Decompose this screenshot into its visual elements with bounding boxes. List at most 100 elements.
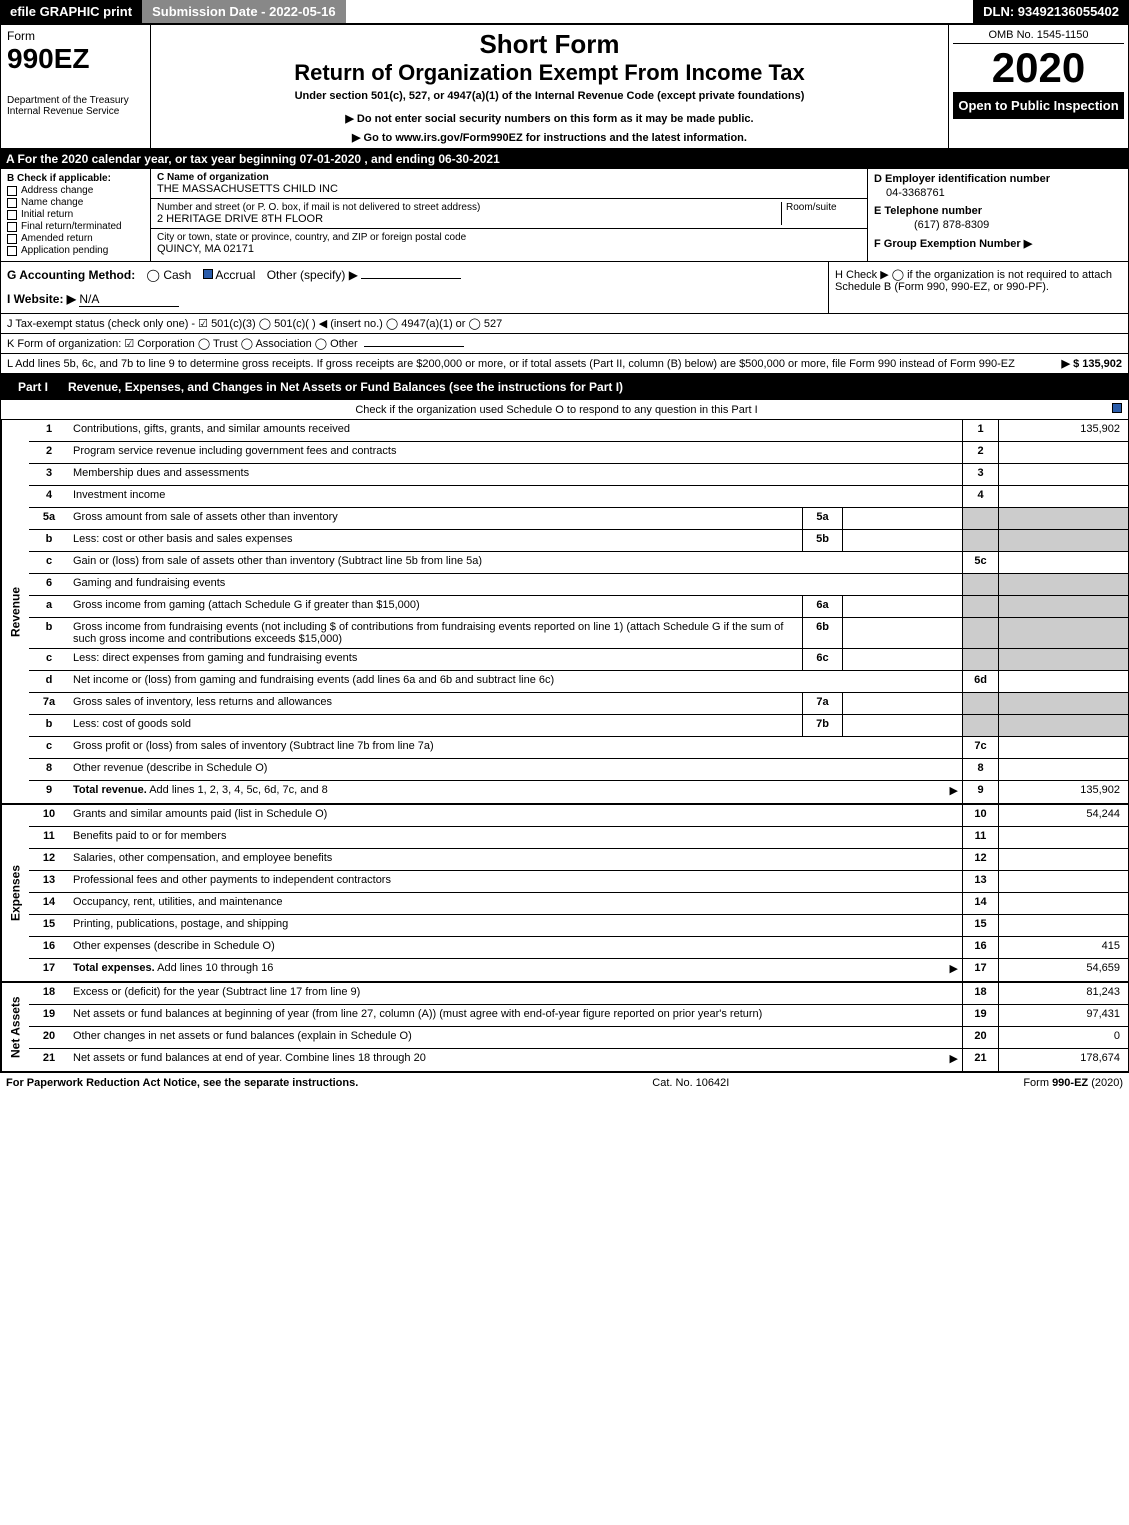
sub-line-number: 6a [802,596,842,617]
sub-line-value [842,693,962,714]
check-label: Address change [21,185,93,196]
checkbox-icon [7,222,17,232]
omb-number: OMB No. 1545-1150 [953,29,1124,44]
table-row: dNet income or (loss) from gaming and fu… [29,671,1128,693]
other-option[interactable]: Other (specify) ▶ [267,268,358,282]
city-value: QUINCY, MA 02171 [157,243,861,255]
result-line-number: 3 [962,464,998,485]
amount-value [998,574,1128,595]
amount-value [998,827,1128,848]
line-number: 7a [29,693,69,714]
part-1-label: Part I [8,378,58,396]
amount-value [998,871,1128,892]
amount-value: 135,902 [998,781,1128,803]
line-number: 5a [29,508,69,529]
amount-value: 0 [998,1027,1128,1048]
result-line-number [962,508,998,529]
table-row: 20Other changes in net assets or fund ba… [29,1027,1128,1049]
city-box: City or town, state or province, country… [151,229,867,258]
warning-1: ▶ Do not enter social security numbers o… [155,112,944,125]
column-d: D Employer identification number 04-3368… [868,169,1128,261]
amount-value [998,693,1128,714]
arrow-icon: ▶ [950,1052,958,1065]
line-description: Other changes in net assets or fund bala… [69,1027,962,1048]
result-line-number [962,715,998,736]
table-row: aGross income from gaming (attach Schedu… [29,596,1128,618]
telephone-value: (617) 878-8309 [914,219,1122,231]
table-row: 11Benefits paid to or for members11 [29,827,1128,849]
amount-value: 178,674 [998,1049,1128,1071]
table-row: 1Contributions, gifts, grants, and simil… [29,420,1128,442]
checkbox-checked-icon [203,269,213,279]
line-number: 9 [29,781,69,803]
amount-value: 415 [998,937,1128,958]
table-row: 4Investment income4 [29,486,1128,508]
street-box: Number and street (or P. O. box, if mail… [151,199,867,229]
sub-line-value [842,530,962,551]
header-left: Form 990EZ Department of the Treasury In… [1,25,151,148]
line-number: 11 [29,827,69,848]
efile-button[interactable]: efile GRAPHIC print [0,0,142,23]
city-label: City or town, state or province, country… [157,232,861,243]
cash-label: Cash [163,268,191,282]
schedule-o-note: Check if the organization used Schedule … [7,404,1106,416]
netassets-section: Net Assets 18Excess or (deficit) for the… [1,981,1128,1071]
sub-line-value [842,618,962,648]
accrual-option[interactable]: Accrual [203,268,256,282]
arrow-icon: ▶ [950,784,958,797]
amount-value: 54,244 [998,805,1128,826]
col-b-label: B Check if applicable: [7,173,144,184]
line-number: 16 [29,937,69,958]
result-line-number: 14 [962,893,998,914]
result-line-number: 10 [962,805,998,826]
revenue-section: Revenue 1Contributions, gifts, grants, a… [1,420,1128,803]
website-value: N/A [79,292,179,307]
schedule-o-checkbox[interactable] [1112,403,1122,413]
return-title: Return of Organization Exempt From Incom… [155,60,944,86]
result-line-number: 9 [962,781,998,803]
line-description: Total revenue. Add lines 1, 2, 3, 4, 5c,… [69,781,962,803]
header-center: Short Form Return of Organization Exempt… [151,25,948,148]
line-description: Net assets or fund balances at beginning… [69,1005,962,1026]
footer-form-no: 990-EZ [1052,1077,1088,1089]
other-specify-line [361,278,461,279]
form-label: Form [7,29,144,43]
check-address-change[interactable]: Address change [7,185,144,196]
amount-value [998,552,1128,573]
line-description: Investment income [69,486,962,507]
line-description: Gross sales of inventory, less returns a… [69,693,802,714]
submission-date-button[interactable]: Submission Date - 2022-05-16 [142,0,346,23]
check-label: Final return/terminated [21,221,122,232]
check-name-change[interactable]: Name change [7,197,144,208]
line-description: Gross income from gaming (attach Schedul… [69,596,802,617]
check-initial-return[interactable]: Initial return [7,209,144,220]
footer: For Paperwork Reduction Act Notice, see … [0,1072,1129,1093]
table-row: 6Gaming and fundraising events [29,574,1128,596]
line-number: b [29,618,69,648]
amount-value [998,737,1128,758]
line-description: Less: cost or other basis and sales expe… [69,530,802,551]
table-row: 14Occupancy, rent, utilities, and mainte… [29,893,1128,915]
expenses-section: Expenses 10Grants and similar amounts pa… [1,803,1128,981]
check-application-pending[interactable]: Application pending [7,245,144,256]
table-row: cGross profit or (loss) from sales of in… [29,737,1128,759]
line-description: Benefits paid to or for members [69,827,962,848]
sub-line-value [842,649,962,670]
cash-option[interactable]: ◯ Cash [147,268,192,282]
amount-value [998,893,1128,914]
part-1-check-note: Check if the organization used Schedule … [0,400,1129,420]
org-name-box: C Name of organization THE MASSACHUSETTS… [151,169,867,199]
line-description: Other expenses (describe in Schedule O) [69,937,962,958]
check-label: Amended return [21,233,93,244]
amount-value [998,649,1128,670]
org-name: THE MASSACHUSETTS CHILD INC [157,183,861,195]
other-org-line [364,346,464,347]
check-final-return[interactable]: Final return/terminated [7,221,144,232]
check-amended-return[interactable]: Amended return [7,233,144,244]
footer-mid: Cat. No. 10642I [358,1077,1023,1089]
result-line-number: 4 [962,486,998,507]
sub-line-number: 5b [802,530,842,551]
table-row: 15Printing, publications, postage, and s… [29,915,1128,937]
sub-line-number: 6c [802,649,842,670]
column-b: B Check if applicable: Address change Na… [1,169,151,261]
